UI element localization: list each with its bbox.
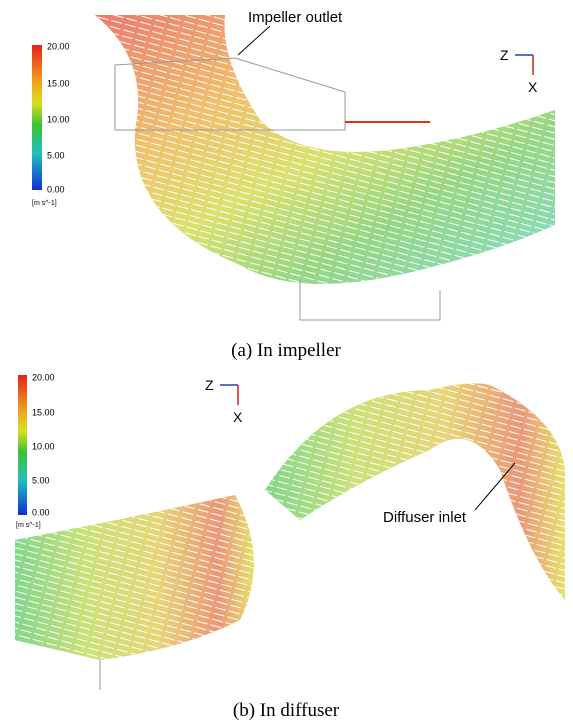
annotation-arrow — [474, 462, 516, 511]
annotation: Impeller outlet — [248, 9, 343, 26]
axis-label: Z — [500, 47, 509, 63]
colorbar-tick: 20.00 — [32, 372, 55, 382]
outline — [114, 57, 346, 131]
axis-label: Z — [205, 377, 214, 393]
colorbar-unit: [m s^-1] — [16, 522, 41, 529]
panel-b: 20.00 15.00 10.00 5.00 0.00 [m s^-1] Z X… — [15, 372, 565, 721]
annotation-arrow — [237, 25, 271, 56]
colorbar-unit: [m s^-1] — [32, 200, 57, 207]
vector-pattern — [95, 15, 555, 284]
colorbar-tick: 15.00 — [32, 407, 55, 417]
colorbar-tick: 10.00 — [47, 114, 70, 124]
colorbar — [18, 375, 27, 515]
colorbar-tick: 0.00 — [47, 184, 65, 194]
axis-label: X — [233, 409, 243, 425]
outline — [299, 280, 441, 321]
annotation: Diffuser inlet — [383, 509, 467, 526]
colorbar-tick: 5.00 — [47, 150, 65, 160]
colorbar-tick: 10.00 — [32, 441, 55, 451]
colorbar-tick: 15.00 — [47, 78, 70, 88]
colorbar-tick: 5.00 — [32, 475, 50, 485]
vector-pattern — [265, 383, 565, 600]
caption: (a) In impeller — [231, 340, 341, 361]
vector-pattern — [15, 495, 254, 660]
colorbar — [32, 45, 42, 190]
colorbar-tick: 0.00 — [32, 507, 50, 517]
caption: (b) In diffuser — [233, 700, 340, 721]
axis-label: X — [528, 79, 538, 95]
colorbar-tick: 20.00 — [47, 41, 70, 51]
panel-a: 20.00 15.00 10.00 5.00 0.00 [m s^-1] Z X… — [32, 9, 555, 361]
